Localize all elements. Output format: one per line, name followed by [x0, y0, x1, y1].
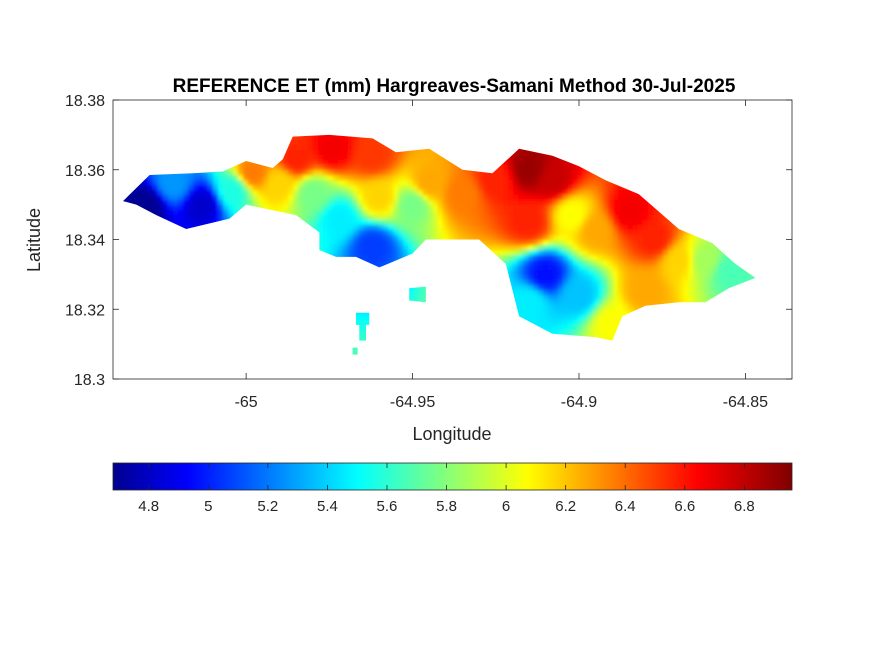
- colorbar-tick-label: 6.8: [734, 498, 755, 515]
- x-tick-label: -64.9: [561, 394, 598, 411]
- y-tick-label: 18.32: [65, 302, 105, 319]
- x-axis-label: Longitude: [412, 424, 491, 444]
- colorbar-tick-label: 6.6: [674, 498, 695, 515]
- colorbar-tick-label: 4.8: [138, 498, 159, 515]
- colorbar: [112, 462, 793, 491]
- y-axis-ticks: 18.3 18.32 18.34 18.36 18.38: [65, 93, 792, 389]
- colorbar-tick-label: 5.8: [436, 498, 457, 515]
- x-tick-label: -64.85: [723, 394, 768, 411]
- colorbar-tick-label: 5: [204, 498, 212, 515]
- colorbar-tick-label: 6.4: [615, 498, 636, 515]
- x-axis-ticks: -65 -64.95 -64.9 -64.85: [235, 100, 768, 411]
- y-tick-label: 18.3: [74, 372, 105, 389]
- colorbar-tick-label: 5.2: [257, 498, 278, 515]
- colorbar-tick-label: 6: [502, 498, 510, 515]
- colorbar-ticks: 4.8 5 5.2 5.4 5.6 5.8 6 6.2 6.4 6.6 6.8: [138, 463, 755, 515]
- x-tick-label: -64.95: [390, 394, 435, 411]
- chart-title: REFERENCE ET (mm) Hargreaves-Samani Meth…: [173, 76, 736, 97]
- x-tick-label: -65: [235, 394, 258, 411]
- y-tick-label: 18.34: [65, 233, 105, 250]
- colorbar-tick-label: 6.2: [555, 498, 576, 515]
- y-tick-label: 18.38: [65, 93, 105, 110]
- y-axis-label: Latitude: [24, 208, 44, 272]
- colorbar-tick-label: 5.4: [317, 498, 338, 515]
- colorbar-tick-label: 5.6: [377, 498, 398, 515]
- y-tick-label: 18.36: [65, 163, 105, 180]
